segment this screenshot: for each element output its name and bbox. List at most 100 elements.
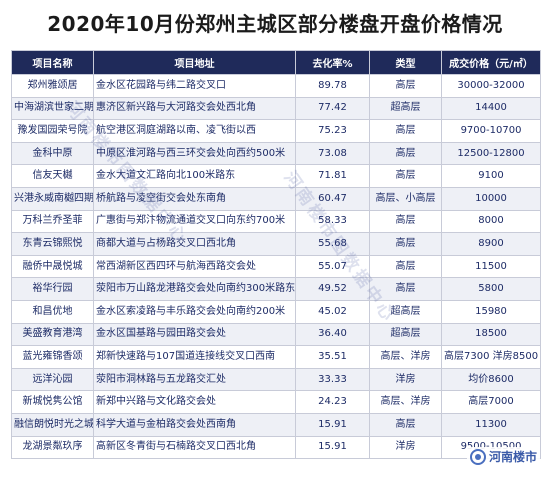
cell-sell-through-rate: 45.02 bbox=[295, 299, 370, 324]
cell-project-address: 高新区冬青街与石楠路交叉口西北角 bbox=[93, 435, 296, 460]
cell-type: 高层 bbox=[369, 209, 442, 234]
cell-project-name: 融侨中晟悦城 bbox=[11, 254, 94, 279]
cell-type: 高层、小高层 bbox=[369, 186, 442, 211]
cell-project-name: 兴港永威南樾四期 bbox=[11, 186, 94, 211]
cell-project-address: 惠济区新兴路与大河路交会处西北角 bbox=[93, 96, 296, 121]
cell-price: 5800 bbox=[441, 277, 541, 301]
header-price: 成交价格（元/㎡） bbox=[441, 50, 541, 75]
cell-project-name: 豫发国园荣号院 bbox=[11, 119, 94, 143]
cell-sell-through-rate: 15.91 bbox=[295, 412, 370, 437]
table-header-row: 项目名称 项目地址 去化率% 类型 成交价格（元/㎡） bbox=[11, 50, 541, 75]
cell-price: 18500 bbox=[441, 322, 541, 347]
cell-price: 9100 bbox=[441, 164, 541, 188]
cell-type: 高层 bbox=[369, 119, 442, 143]
cell-project-name: 东青云锦熙悦 bbox=[11, 232, 94, 256]
cell-price: 高层7000 bbox=[441, 390, 541, 414]
cell-project-address: 商都大道与占杨路交叉口西北角 bbox=[93, 232, 296, 256]
cell-sell-through-rate: 55.07 bbox=[295, 254, 370, 279]
table-body: 郑州雅颂居 金水区花园路与纬二路交叉口 89.78 高层 30000-32000 中海湖滨… bbox=[11, 74, 541, 460]
cell-sell-through-rate: 73.08 bbox=[295, 141, 370, 166]
table-row: 新城悦隽公馆 新郑中兴路与文化路交会处 24.23 高层、洋房 高层7000 bbox=[11, 390, 541, 414]
cell-project-address: 金水大道文汇路向北100米路东 bbox=[93, 164, 296, 188]
table-row: 远洋沁园 荥阳市洞林路与五龙路交汇处 33.33 洋房 均价8600 bbox=[11, 367, 541, 392]
cell-project-address: 常西湖新区西四环与航海西路交会处 bbox=[93, 254, 296, 279]
cell-price: 11300 bbox=[441, 412, 541, 437]
table-row: 和昌优地 金水区索凌路与丰乐路交会处向南约200米 45.02 超高层 15980 bbox=[11, 299, 541, 324]
cell-sell-through-rate: 60.47 bbox=[295, 186, 370, 211]
cell-type: 高层 bbox=[369, 254, 442, 279]
cell-sell-through-rate: 77.42 bbox=[295, 96, 370, 121]
cell-type: 高层、洋房 bbox=[369, 345, 442, 369]
table-row: 信友天樾 金水大道文汇路向北100米路东 71.81 高层 9100 bbox=[11, 164, 541, 188]
cell-price: 12500-12800 bbox=[441, 141, 541, 166]
cell-type: 高层 bbox=[369, 164, 442, 188]
cell-project-address: 科学大道与金柏路交会处西南角 bbox=[93, 412, 296, 437]
cell-project-name: 信友天樾 bbox=[11, 164, 94, 188]
cell-price: 8000 bbox=[441, 209, 541, 234]
cell-project-name: 美盛教育港湾 bbox=[11, 322, 94, 347]
cell-project-name: 和昌优地 bbox=[11, 299, 94, 324]
cell-sell-through-rate: 89.78 bbox=[295, 74, 370, 98]
table-row: 蓝光雍锦香颂 郑新快速路与107国道连接线交叉口西南 35.51 高层、洋房 高层730… bbox=[11, 345, 541, 369]
cell-sell-through-rate: 49.52 bbox=[295, 277, 370, 301]
cell-project-name: 新城悦隽公馆 bbox=[11, 390, 94, 414]
cell-type: 高层 bbox=[369, 277, 442, 301]
cell-project-name: 远洋沁园 bbox=[11, 367, 94, 392]
price-table: 项目名称 项目地址 去化率% 类型 成交价格（元/㎡） 郑州雅颂居 金水区花园路与… bbox=[11, 50, 541, 460]
cell-sell-through-rate: 33.33 bbox=[295, 367, 370, 392]
cell-project-address: 郑新快速路与107国道连接线交叉口西南 bbox=[93, 345, 296, 369]
header-project-address: 项目地址 bbox=[93, 50, 296, 75]
cell-sell-through-rate: 24.23 bbox=[295, 390, 370, 414]
cell-project-address: 航空港区洞庭湖路以南、凌飞街以西 bbox=[93, 119, 296, 143]
cell-sell-through-rate: 55.68 bbox=[295, 232, 370, 256]
header-project-name: 项目名称 bbox=[11, 50, 94, 75]
cell-project-address: 荥阳市洞林路与五龙路交汇处 bbox=[93, 367, 296, 392]
cell-sell-through-rate: 15.91 bbox=[295, 435, 370, 460]
cell-project-address: 金水区国基路与园田路交会处 bbox=[93, 322, 296, 347]
cell-project-address: 中原区淮河路与西三环交会处向西约500米 bbox=[93, 141, 296, 166]
cell-project-address: 金水区索凌路与丰乐路交会处向南约200米 bbox=[93, 299, 296, 324]
logo-text: 河南楼市 bbox=[488, 450, 537, 464]
cell-price: 8900 bbox=[441, 232, 541, 256]
cell-type: 高层 bbox=[369, 74, 442, 98]
cell-sell-through-rate: 71.81 bbox=[295, 164, 370, 188]
table-row: 万科兰乔圣菲 广惠街与郑汴物流通道交叉口向东约700米 58.33 高层 8000 bbox=[11, 209, 541, 234]
cell-project-address: 广惠街与郑汴物流通道交叉口向东约700米 bbox=[93, 209, 296, 234]
brand-logo: 河南楼市 bbox=[466, 447, 540, 466]
cell-project-name: 郑州雅颂居 bbox=[11, 74, 94, 98]
cell-sell-through-rate: 36.40 bbox=[295, 322, 370, 347]
cell-project-name: 蓝光雍锦香颂 bbox=[11, 345, 94, 369]
header-sell-through-rate: 去化率% bbox=[295, 50, 370, 75]
cell-price: 均价8600 bbox=[441, 367, 541, 392]
table-row: 中海湖滨世家二期 惠济区新兴路与大河路交会处西北角 77.42 超高层 14400 bbox=[11, 96, 541, 121]
cell-project-name: 万科兰乔圣菲 bbox=[11, 209, 94, 234]
cell-type: 高层 bbox=[369, 412, 442, 437]
cell-type: 超高层 bbox=[369, 96, 442, 121]
page-title: 2020年10月份郑州主城区部分楼盘开盘价格情况 bbox=[47, 12, 503, 36]
table-row: 美盛教育港湾 金水区国基路与园田路交会处 36.40 超高层 18500 bbox=[11, 322, 541, 347]
cell-price: 9700-10700 bbox=[441, 119, 541, 143]
cell-price: 14400 bbox=[441, 96, 541, 121]
table-row: 融信朗悦时光之城 科学大道与金柏路交会处西南角 15.91 高层 11300 bbox=[11, 412, 541, 437]
header-type: 类型 bbox=[369, 50, 442, 75]
cell-sell-through-rate: 35.51 bbox=[295, 345, 370, 369]
cell-type: 洋房 bbox=[369, 367, 442, 392]
cell-project-name: 中海湖滨世家二期 bbox=[11, 96, 94, 121]
table-row: 兴港永威南樾四期 桥航路与凌空街交会处东南角 60.47 高层、小高层 10000 bbox=[11, 186, 541, 211]
cell-project-name: 裕华行园 bbox=[11, 277, 94, 301]
table-row: 裕华行园 荥阳市万山路龙港路交会处向南约300米路东 49.52 高层 5800 bbox=[11, 277, 541, 301]
cell-type: 超高层 bbox=[369, 299, 442, 324]
table-row: 豫发国园荣号院 航空港区洞庭湖路以南、凌飞街以西 75.23 高层 9700-10700 bbox=[11, 119, 541, 143]
table-row: 融侨中晟悦城 常西湖新区西四环与航海西路交会处 55.07 高层 11500 bbox=[11, 254, 541, 279]
table-row: 东青云锦熙悦 商都大道与占杨路交叉口西北角 55.68 高层 8900 bbox=[11, 232, 541, 256]
cell-project-name: 融信朗悦时光之城 bbox=[11, 412, 94, 437]
cell-type: 洋房 bbox=[369, 435, 442, 460]
cell-type: 超高层 bbox=[369, 322, 442, 347]
cell-type: 高层 bbox=[369, 141, 442, 166]
cell-price: 15980 bbox=[441, 299, 541, 324]
cell-type: 高层 bbox=[369, 232, 442, 256]
logo-icon bbox=[469, 448, 486, 465]
cell-project-address: 新郑中兴路与文化路交会处 bbox=[93, 390, 296, 414]
table-row: 郑州雅颂居 金水区花园路与纬二路交叉口 89.78 高层 30000-32000 bbox=[11, 74, 541, 98]
